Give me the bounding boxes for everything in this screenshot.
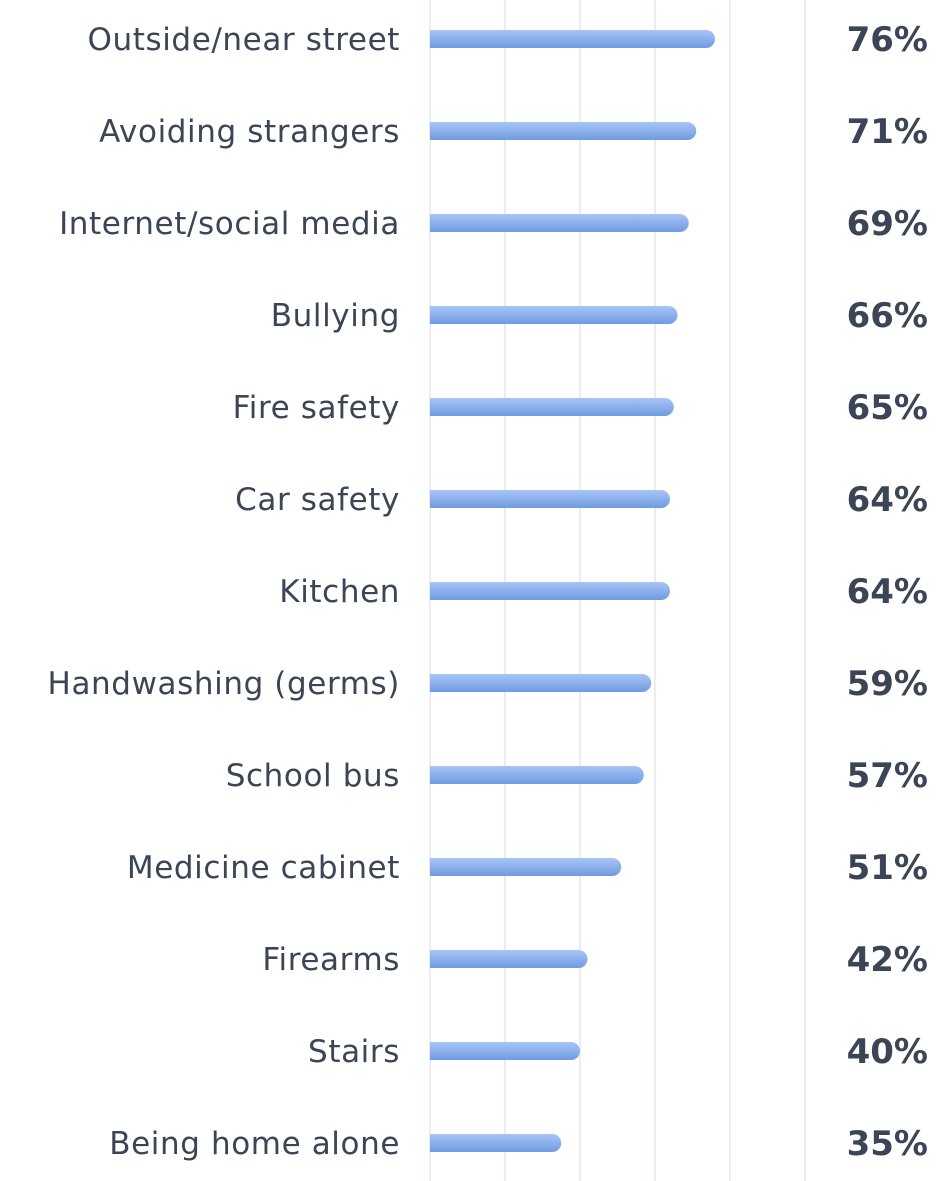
value-label: 51% bbox=[847, 848, 928, 888]
bar-start bbox=[430, 582, 439, 600]
bar bbox=[430, 214, 689, 232]
value-label: 40% bbox=[847, 1032, 928, 1072]
bar-start bbox=[430, 214, 439, 232]
category-labels: Outside/near street Avoiding strangers Int… bbox=[48, 22, 400, 1162]
bar-start bbox=[430, 950, 439, 968]
bar-start bbox=[430, 306, 439, 324]
bar bbox=[430, 766, 644, 784]
category-label: Being home alone bbox=[109, 1126, 400, 1162]
value-label: 35% bbox=[847, 1124, 928, 1164]
bar bbox=[430, 306, 678, 324]
bar bbox=[430, 1134, 562, 1152]
category-label: Internet/social media bbox=[59, 206, 400, 242]
bar-start bbox=[430, 490, 439, 508]
category-label: School bus bbox=[226, 758, 400, 794]
category-label: Handwashing (germs) bbox=[48, 666, 400, 702]
category-label: Outside/near street bbox=[87, 22, 400, 58]
value-label: 64% bbox=[847, 480, 928, 520]
bar-start bbox=[430, 122, 439, 140]
bar bbox=[430, 582, 670, 600]
category-label: Car safety bbox=[235, 482, 400, 518]
category-label: Bullying bbox=[271, 298, 400, 334]
bar bbox=[430, 674, 652, 692]
bar bbox=[430, 30, 715, 48]
value-label: 59% bbox=[847, 664, 928, 704]
bar bbox=[430, 490, 670, 508]
value-label: 42% bbox=[847, 940, 928, 980]
category-label: Avoiding strangers bbox=[99, 114, 400, 150]
bar bbox=[430, 1042, 580, 1060]
category-label: Fire safety bbox=[233, 390, 400, 426]
category-label: Medicine cabinet bbox=[127, 850, 400, 886]
bar-start bbox=[430, 766, 439, 784]
category-label: Stairs bbox=[308, 1034, 400, 1070]
bar-start bbox=[430, 1134, 439, 1152]
bar-start bbox=[430, 1042, 439, 1060]
value-label: 57% bbox=[847, 756, 928, 796]
value-label: 64% bbox=[847, 572, 928, 612]
bar-start bbox=[430, 30, 439, 48]
bar bbox=[430, 950, 588, 968]
bars bbox=[430, 30, 715, 1152]
bar bbox=[430, 122, 697, 140]
value-label: 65% bbox=[847, 388, 928, 428]
value-label: 76% bbox=[847, 20, 928, 60]
bar-start bbox=[430, 398, 439, 416]
bar-start bbox=[430, 858, 439, 876]
bar bbox=[430, 398, 674, 416]
category-label: Kitchen bbox=[279, 574, 400, 610]
value-labels: 76% 71% 69% 66% 65% 64% 64% 59% 57% 51% 42% 40% 35% bbox=[847, 20, 928, 1164]
category-label: Firearms bbox=[262, 942, 400, 978]
value-label: 66% bbox=[847, 296, 928, 336]
bar bbox=[430, 858, 622, 876]
value-label: 69% bbox=[847, 204, 928, 244]
bar-start bbox=[430, 674, 439, 692]
value-label: 71% bbox=[847, 112, 928, 152]
